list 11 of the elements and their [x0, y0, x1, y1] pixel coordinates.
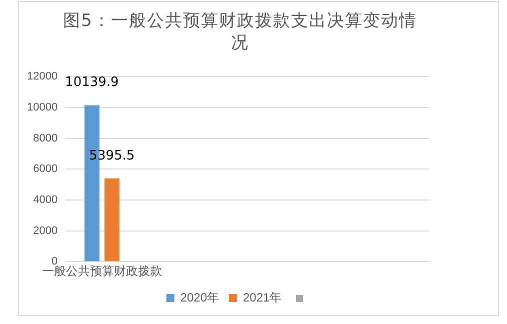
y-tick-label: 2000 — [33, 224, 58, 237]
legend-label: 2021年 — [243, 290, 282, 304]
y-tick-label: 4000 — [33, 194, 58, 206]
x-tick-label: 一般公共预算财政拨款 — [42, 264, 162, 278]
data-label: 10139.9 — [65, 75, 119, 90]
y-tick-label: 12000 — [26, 70, 58, 83]
y-tick-label: 6000 — [33, 163, 58, 176]
chart-title: 图5：一般公共预算财政拨款支出决算变动情况 — [62, 10, 418, 54]
y-tick-label: 10000 — [26, 101, 58, 114]
legend-label: 2020年 — [180, 290, 220, 304]
y-tick-label: 8000 — [33, 132, 58, 144]
